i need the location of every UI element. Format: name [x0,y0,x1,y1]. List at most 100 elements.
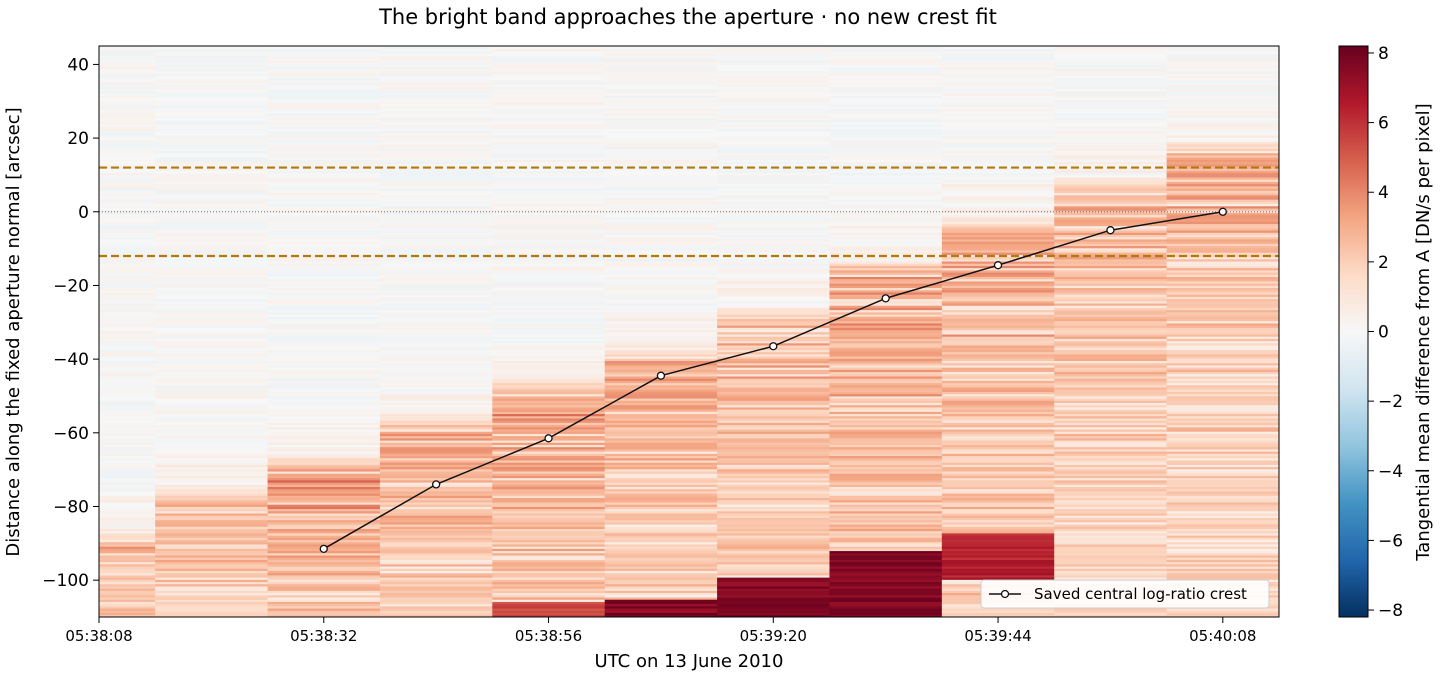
heatmap-cell [267,325,381,328]
heatmap-cell [267,488,381,492]
heatmap-cell [155,97,269,101]
heatmap-cell [941,404,1055,408]
heatmap-cell [829,393,943,397]
heatmap-cell [99,533,156,536]
heatmap-column-0 [99,46,156,617]
heatmap-cell [717,221,830,224]
heatmap-cell [1054,181,1168,185]
heatmap-cell [99,486,156,490]
heatmap-cell [379,117,493,121]
heatmap-cell [379,60,493,63]
heatmap-cell [829,305,943,308]
crest-point [769,342,778,351]
heatmap-cell [492,179,606,182]
heatmap-cell [99,179,156,182]
heatmap-cell [1166,482,1279,485]
heatmap-cell [379,232,493,236]
heatmap-cell [99,51,156,54]
heatmap-cell [604,491,718,494]
heatmap-cell [99,491,156,494]
heatmap-cell [155,216,269,220]
heatmap-cell [155,190,269,194]
heatmap-cell [1166,420,1279,423]
heatmap-cell [717,495,830,499]
heatmap-cell [155,66,269,70]
heatmap-cell [604,402,718,406]
heatmap-cell [155,267,269,271]
heatmap-cell [99,550,156,554]
heatmap-cell [155,513,269,516]
heatmap-cell [1054,331,1168,335]
heatmap-cell [99,603,156,607]
heatmap-cell [155,336,269,339]
heatmap-cell [604,146,718,149]
heatmap-cell [717,60,830,63]
heatmap-cell [717,46,830,50]
heatmap-cell [604,568,718,571]
heatmap-cell [717,152,830,156]
heatmap-cell [99,281,156,284]
heatmap-cell [492,431,606,434]
heatmap-cell [829,588,943,591]
heatmap-cell [1166,577,1279,580]
heatmap-cell [379,407,493,410]
heatmap-cell [1054,345,1168,348]
heatmap-cell [267,227,381,231]
heatmap-cell [492,524,606,527]
heatmap-cell [379,588,493,591]
heatmap-cell [99,245,156,249]
heatmap-cell [99,221,156,224]
heatmap-cell [99,398,156,401]
heatmap-cell [941,524,1055,527]
heatmap-cell [604,460,718,463]
heatmap-cell [1054,121,1168,125]
heatmap-cell [1054,75,1168,79]
heatmap-cell [604,440,718,443]
heatmap-cell [1054,572,1168,576]
heatmap-cell [717,132,830,136]
heatmap-cell [1166,493,1279,496]
heatmap-cell [941,79,1055,83]
heatmap-cell [155,272,269,275]
heatmap-cell [941,521,1055,525]
heatmap-cell [1166,205,1279,209]
heatmap-cell [267,53,381,56]
heatmap-cell [267,320,381,324]
heatmap-cell [941,360,1055,364]
heatmap-cell [1054,139,1168,143]
heatmap-cell [99,236,156,240]
heatmap-cell [604,190,718,194]
heatmap-cell [267,506,381,510]
heatmap-cell [492,320,606,324]
heatmap-cell [379,298,493,302]
heatmap-cell [155,561,269,565]
heatmap-cell [1054,400,1168,403]
heatmap-cell [717,499,830,503]
heatmap-cell [604,431,718,434]
heatmap-cell [1166,555,1279,558]
heatmap-cell [492,349,606,353]
heatmap-cell [267,88,381,92]
heatmap-cell [941,139,1055,143]
heatmap-cell [941,508,1055,512]
heatmap-cell [941,210,1055,213]
heatmap-cell [941,86,1055,90]
heatmap-cell [717,411,830,415]
heatmap-cell [267,124,381,127]
heatmap-cell [379,155,493,158]
heatmap-cell [941,440,1055,443]
heatmap-cell [717,281,830,284]
heatmap-cell [941,101,1055,105]
heatmap-cell [604,141,718,145]
heatmap-cell [492,577,606,580]
heatmap-cell [379,51,493,54]
heatmap-cell [379,201,493,205]
heatmap-cell [1054,205,1168,209]
heatmap-cell [492,475,606,479]
heatmap-cell [379,101,493,105]
heatmap-cell [155,274,269,278]
heatmap-cell [379,444,493,448]
heatmap-cell [492,197,606,200]
heatmap-cell [99,462,156,465]
